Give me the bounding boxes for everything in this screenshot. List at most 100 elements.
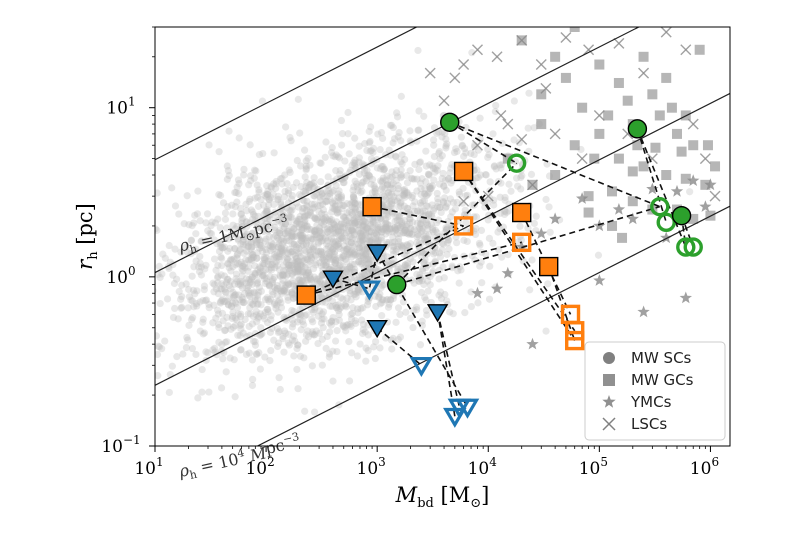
lsc-point: [709, 190, 721, 202]
background-cluster-point: [413, 270, 421, 279]
background-cluster-point: [271, 283, 279, 292]
background-cluster-point: [516, 222, 524, 230]
background-cluster-point: [293, 254, 301, 263]
background-cluster-point: [275, 227, 284, 235]
background-cluster-point: [303, 255, 311, 264]
background-cluster-point: [331, 153, 339, 161]
background-cluster-point: [337, 294, 345, 302]
background-cluster-point: [280, 261, 288, 269]
background-cluster-point: [345, 219, 353, 227]
background-cluster-point: [367, 227, 375, 236]
background-cluster-point: [362, 261, 370, 269]
background-cluster-point: [355, 226, 363, 234]
background-cluster-point: [442, 203, 450, 211]
background-cluster-point: [265, 233, 273, 241]
background-cluster-point: [397, 198, 405, 206]
background-cluster-point: [261, 315, 269, 323]
background-cluster-point: [443, 250, 451, 259]
evolution-track: [305, 225, 464, 296]
background-cluster-point: [346, 200, 354, 209]
background-cluster-point: [497, 164, 505, 172]
background-cluster-point: [237, 346, 245, 354]
background-cluster-point: [215, 323, 223, 332]
background-cluster-point: [429, 267, 437, 276]
background-cluster-point: [245, 291, 253, 299]
background-cluster-point: [388, 173, 396, 181]
background-cluster-point: [349, 304, 357, 312]
background-cluster-point: [296, 129, 304, 137]
background-cluster-point: [285, 237, 293, 245]
background-cluster-point: [384, 295, 392, 304]
background-cluster-point: [397, 171, 405, 179]
background-cluster-point: [254, 279, 262, 287]
background-cluster-point: [262, 207, 270, 216]
background-cluster-point: [471, 230, 480, 239]
background-cluster-point: [439, 198, 447, 207]
background-cluster-point: [337, 193, 346, 202]
background-cluster-point: [294, 267, 303, 275]
background-cluster-point: [225, 171, 233, 180]
background-cluster-point: [365, 232, 373, 240]
legend-label: LSCs: [631, 415, 667, 433]
background-cluster-point: [305, 183, 313, 191]
background-cluster-point: [342, 237, 350, 245]
background-cluster-point: [267, 247, 275, 255]
background-cluster-point: [302, 272, 311, 280]
background-cluster-point: [226, 278, 235, 286]
background-cluster-point: [275, 243, 283, 251]
background-cluster-point: [518, 172, 526, 180]
background-cluster-point: [230, 280, 239, 288]
background-cluster-point: [225, 282, 234, 290]
background-cluster-point: [288, 270, 296, 278]
background-cluster-point: [207, 222, 215, 230]
background-cluster-point: [339, 178, 347, 187]
background-cluster-point: [230, 356, 238, 364]
x-tick-label: 105: [579, 455, 608, 479]
background-cluster-point: [296, 261, 305, 269]
background-cluster-point: [301, 263, 309, 272]
background-cluster-point: [342, 300, 350, 308]
background-cluster-point: [247, 232, 255, 240]
background-cluster-point: [219, 244, 227, 252]
background-cluster-point: [220, 272, 229, 280]
background-cluster-point: [321, 217, 329, 225]
background-cluster-point: [232, 188, 240, 197]
x-tick-label: 102: [245, 455, 274, 479]
background-cluster-point: [220, 297, 228, 306]
background-cluster-point: [295, 223, 303, 231]
background-cluster-point: [318, 272, 326, 280]
background-cluster-point: [272, 258, 280, 266]
background-cluster-point: [268, 279, 277, 287]
background-cluster-point: [350, 231, 358, 239]
background-cluster-point: [379, 166, 388, 174]
background-cluster-point: [270, 273, 278, 281]
background-cluster-point: [281, 220, 290, 228]
background-cluster-point: [319, 236, 327, 245]
background-cluster-point: [392, 226, 400, 234]
background-cluster-point: [155, 313, 156, 317]
ymc-point: [490, 282, 504, 294]
background-cluster-point: [277, 287, 285, 295]
background-cluster-point: [209, 346, 217, 354]
background-cluster-point: [418, 321, 426, 329]
x-tick-label: 106: [690, 455, 719, 479]
background-cluster-point: [388, 201, 396, 209]
background-cluster-point: [256, 244, 264, 252]
background-cluster-point: [292, 220, 300, 228]
lsc-point: [660, 27, 672, 38]
lsc-point: [638, 67, 650, 79]
background-cluster-point: [294, 217, 302, 225]
background-cluster-point: [302, 270, 310, 278]
background-cluster-point: [299, 254, 307, 262]
background-cluster-point: [343, 245, 351, 253]
background-cluster-point: [192, 350, 200, 359]
background-cluster-point: [241, 289, 249, 298]
background-cluster-point: [238, 272, 246, 280]
density-line: [155, 92, 730, 386]
background-cluster-point: [307, 255, 315, 263]
background-cluster-point: [435, 149, 443, 157]
background-cluster-point: [295, 257, 303, 265]
background-cluster-point: [343, 265, 352, 273]
background-cluster-point: [302, 187, 310, 195]
background-cluster-point: [244, 243, 252, 251]
